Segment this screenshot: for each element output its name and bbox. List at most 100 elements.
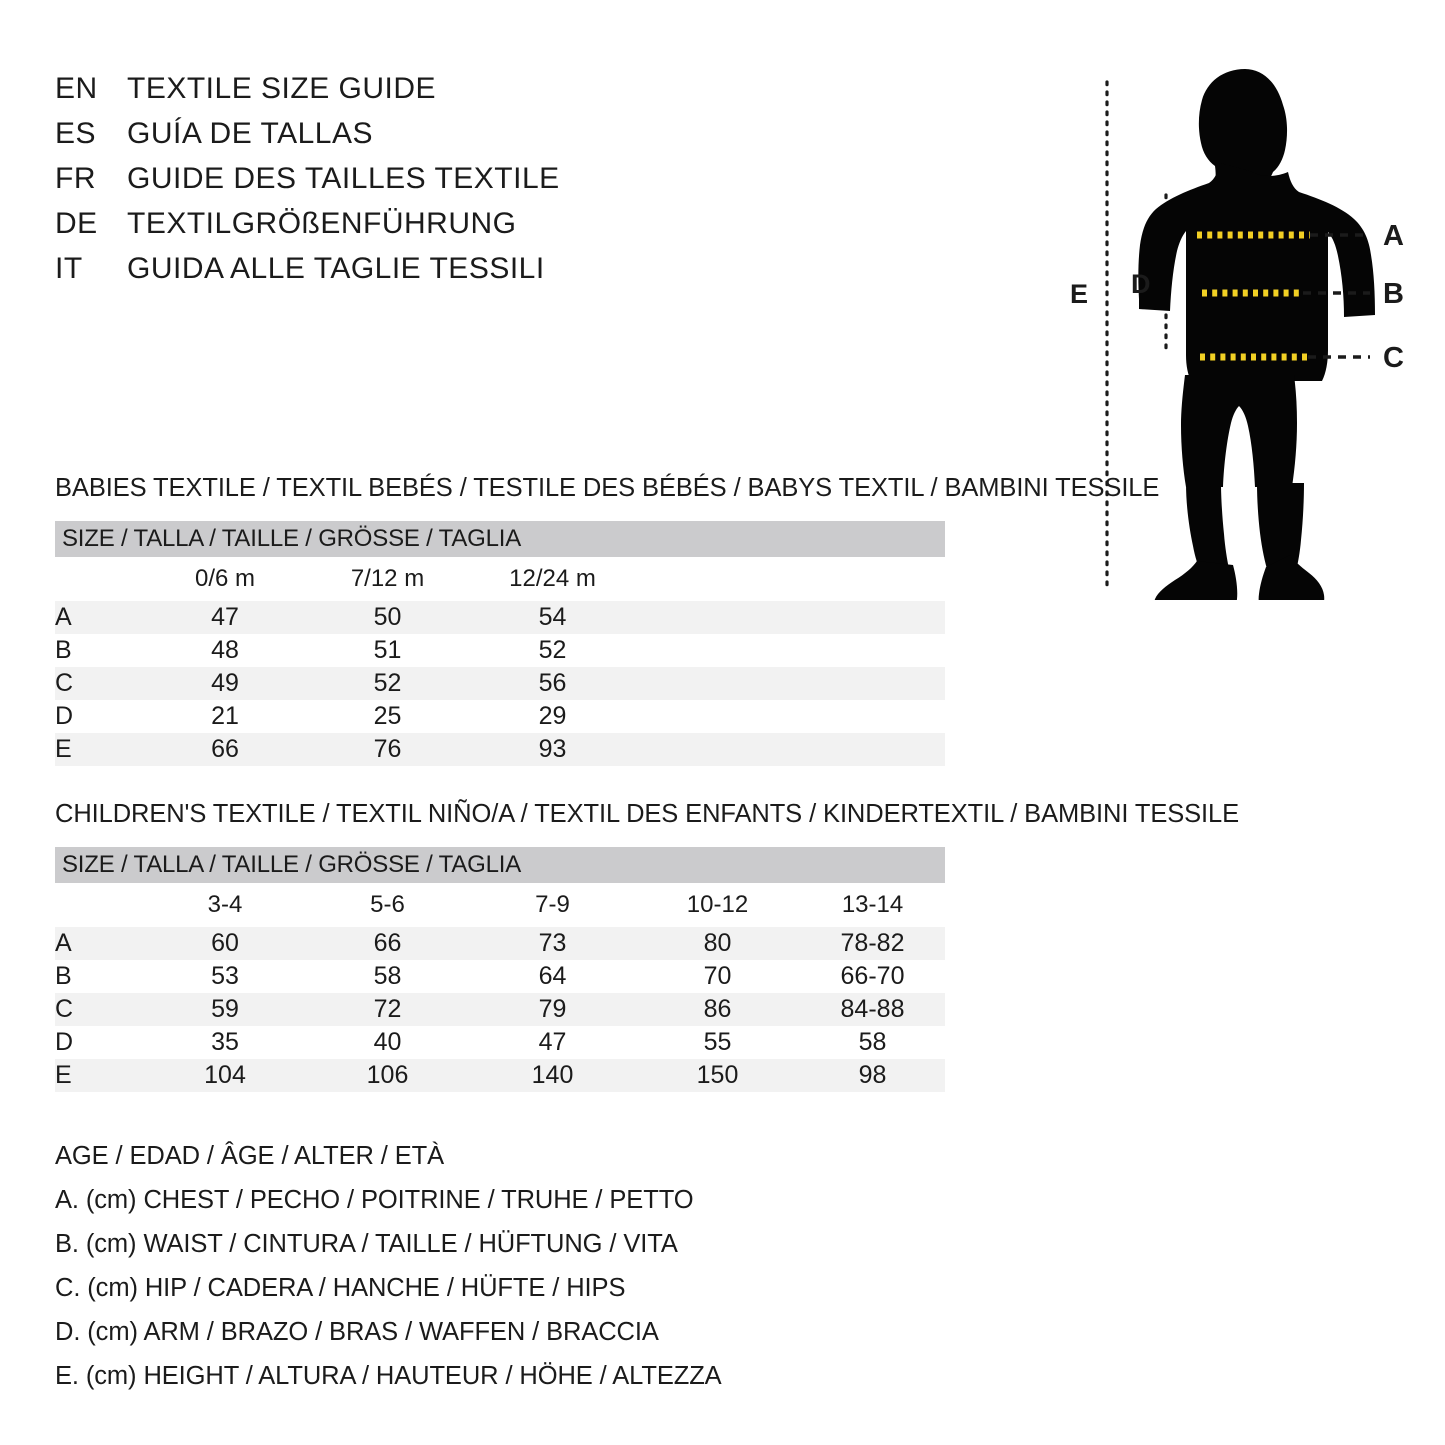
children-colhead-1: 5-6	[370, 891, 405, 918]
children-row-label-c: C	[55, 993, 145, 1026]
babies-row-label-a: A	[55, 601, 145, 634]
children-cell-c-4: 84-88	[800, 993, 946, 1026]
language-code-en: EN	[55, 72, 98, 105]
figure-label-c: C	[1383, 342, 1404, 374]
children-textile-section: CHILDREN'S TEXTILE / TEXTIL NIÑO/A / TEX…	[55, 800, 1255, 1092]
children-cell-d-1: 40	[373, 1028, 402, 1056]
language-title-fr: GUIDE DES TAILLES TEXTILE	[127, 162, 560, 195]
legend-line-chest: A. (cm) CHEST / PECHO / POITRINE / TRUHE…	[55, 1186, 694, 1214]
babies-textile-section: BABIES TEXTILE / TEXTIL BEBÉS / TESTILE …	[55, 474, 1255, 766]
children-row-label-b: B	[55, 962, 72, 990]
babies-cell-e-2: 93	[470, 733, 635, 766]
babies-size-table: SIZE / TALLA / TAILLE / GRÖSSE / TAGLIA …	[55, 521, 946, 766]
table-row: C 49 52 56	[55, 667, 946, 700]
children-colhead-0: 3-4	[207, 891, 243, 918]
children-cell-a-2: 73	[470, 927, 635, 960]
children-cell-d-3: 55	[703, 1028, 732, 1056]
babies-headbar-label: SIZE / TALLA / TAILLE / GRÖSSE / TAGLIA	[62, 525, 522, 552]
babies-cell-e-pad	[635, 733, 946, 766]
table-row: D 21 25 29	[55, 700, 945, 733]
children-section-title: CHILDREN'S TEXTILE / TEXTIL NIÑO/A / TEX…	[55, 800, 1240, 828]
legend-line-height: E. (cm) HEIGHT / ALTURA / HAUTEUR / HÖHE…	[55, 1362, 722, 1390]
babies-cell-d-pad	[635, 700, 945, 733]
legend-line-age: AGE / EDAD / ÂGE / ALTER / ETÀ	[55, 1142, 445, 1170]
legend-line-hip: C. (cm) HIP / CADERA / HANCHE / HÜFTE / …	[55, 1274, 626, 1302]
children-cell-c-1: 72	[305, 993, 470, 1026]
babies-row-label-c: C	[55, 667, 145, 700]
babies-cell-c-0: 49	[145, 667, 305, 700]
language-code-es: ES	[55, 117, 97, 150]
babies-cell-b-1: 51	[373, 636, 402, 664]
child-body-silhouette	[1138, 69, 1375, 600]
babies-cell-c-2: 56	[470, 667, 635, 700]
children-cell-c-3: 86	[635, 993, 800, 1026]
children-cell-c-2: 79	[470, 993, 635, 1026]
babies-cell-c-pad	[635, 667, 946, 700]
babies-cell-d-0: 21	[211, 702, 239, 730]
babies-cell-a-2: 54	[470, 601, 635, 634]
children-size-table: SIZE / TALLA / TAILLE / GRÖSSE / TAGLIA …	[55, 847, 946, 1092]
children-cell-e-2: 140	[470, 1059, 635, 1092]
babies-colhead-0: 0/6 m	[194, 565, 256, 592]
children-cell-c-0: 59	[145, 993, 305, 1026]
table-row: B 53 58 64 70 66-70	[55, 960, 945, 993]
figure-label-e: E	[1070, 279, 1088, 309]
language-row-es: ES GUÍA DE TALLAS	[55, 117, 695, 162]
babies-row-label-d: D	[55, 702, 74, 730]
babies-colhead-pad	[635, 557, 945, 601]
table-row: C 59 72 79 86 84-88	[55, 993, 946, 1026]
child-silhouette-diagram: A B C D E	[1070, 69, 1404, 600]
children-cell-b-0: 53	[211, 962, 239, 990]
children-cell-b-3: 70	[703, 962, 732, 990]
babies-colhead-blank	[55, 557, 145, 601]
babies-cell-d-2: 29	[538, 702, 567, 730]
language-code-fr: FR	[55, 162, 96, 195]
children-row-label-d: D	[55, 1028, 74, 1056]
babies-cell-b-pad	[635, 634, 945, 667]
children-cell-d-4: 58	[858, 1028, 887, 1056]
children-cell-b-4: 66-70	[840, 962, 905, 990]
language-title-it: GUIDA ALLE TAGLIE TESSILI	[127, 252, 545, 285]
language-row-fr: FR GUIDE DES TAILLES TEXTILE	[55, 162, 695, 207]
babies-cell-b-0: 48	[211, 636, 239, 664]
table-row: B 48 51 52	[55, 634, 945, 667]
language-row-de: DE TEXTILGRÖßENFÜHRUNG	[55, 207, 695, 252]
measurement-figure-panel: A B C D E	[1045, 55, 1445, 600]
legend-line-arm: D. (cm) ARM / BRAZO / BRAS / WAFFEN / BR…	[55, 1318, 659, 1346]
children-colhead-3: 10-12	[686, 891, 749, 918]
language-row-en: EN TEXTILE SIZE GUIDE	[55, 72, 695, 117]
legend-line-waist: B. (cm) WAIST / CINTURA / TAILLE / HÜFTU…	[55, 1230, 678, 1258]
language-code-it: IT	[55, 252, 83, 285]
babies-row-label-b: B	[55, 636, 72, 664]
table-row: E 66 76 93	[55, 733, 946, 766]
table-row: A 60 66 73 80 78-82	[55, 927, 946, 960]
children-cell-e-0: 104	[145, 1059, 305, 1092]
children-colhead-4: 13-14	[841, 891, 904, 918]
measurement-legend: AGE / EDAD / ÂGE / ALTER / ETÀ A. (cm) C…	[55, 1142, 955, 1406]
language-title-de: TEXTILGRÖßENFÜHRUNG	[127, 207, 517, 240]
table-row: E 104 106 140 150 98	[55, 1059, 946, 1092]
figure-label-b: B	[1383, 278, 1404, 310]
figure-label-d: D	[1131, 269, 1151, 299]
language-code-de: DE	[55, 207, 98, 240]
children-table-headbar: SIZE / TALLA / TAILLE / GRÖSSE / TAGLIA	[55, 847, 946, 883]
table-row: A 47 50 54	[55, 601, 946, 634]
children-colhead-blank	[55, 883, 145, 927]
children-cell-b-2: 64	[538, 962, 567, 990]
table-row: D 35 40 47 55 58	[55, 1026, 945, 1059]
babies-cell-c-1: 52	[305, 667, 470, 700]
children-cell-a-1: 66	[305, 927, 470, 960]
babies-cell-b-2: 52	[538, 636, 567, 664]
babies-table-headbar: SIZE / TALLA / TAILLE / GRÖSSE / TAGLIA	[55, 521, 946, 557]
children-row-label-a: A	[55, 927, 145, 960]
children-cell-e-4: 98	[800, 1059, 946, 1092]
babies-cell-e-0: 66	[145, 733, 305, 766]
babies-cell-e-1: 76	[305, 733, 470, 766]
language-row-it: IT GUIDA ALLE TAGLIE TESSILI	[55, 252, 695, 297]
babies-section-title: BABIES TEXTILE / TEXTIL BEBÉS / TESTILE …	[55, 474, 1160, 502]
babies-colhead-2: 12/24 m	[509, 565, 596, 592]
language-title-es: GUÍA DE TALLAS	[127, 117, 373, 150]
babies-cell-d-1: 25	[373, 702, 402, 730]
children-cell-a-0: 60	[145, 927, 305, 960]
children-cell-e-1: 106	[305, 1059, 470, 1092]
